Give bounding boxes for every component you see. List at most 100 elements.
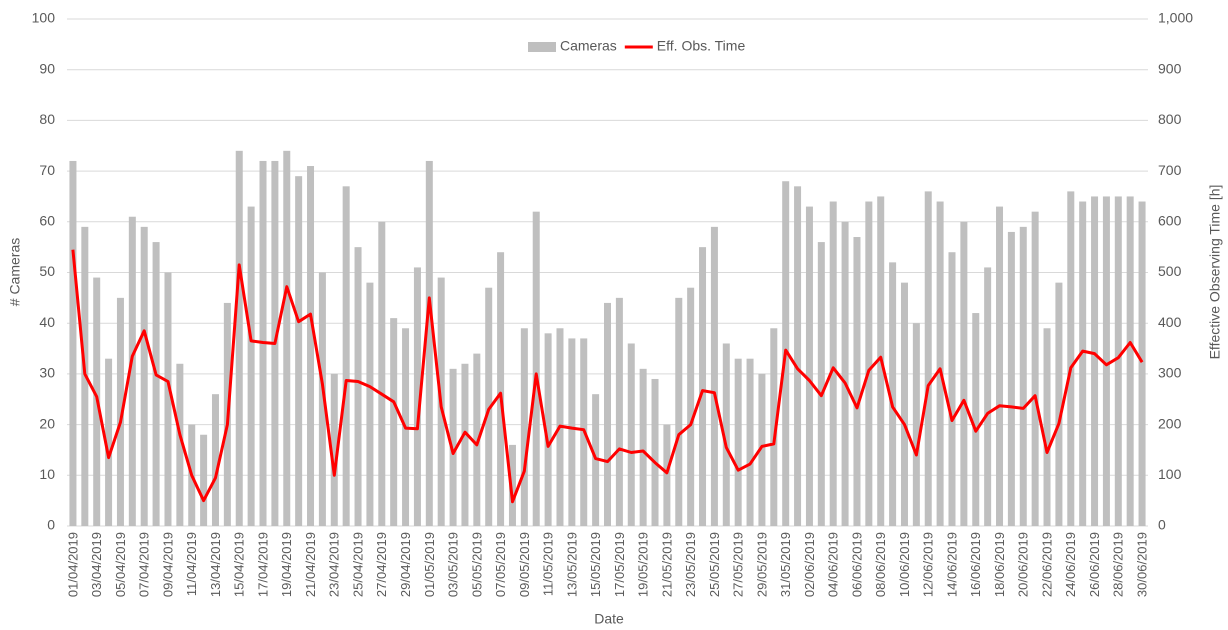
x-axis-title: Date [594,611,624,627]
x-tick-label: 07/04/2019 [137,532,152,597]
bar [651,378,659,526]
bar [413,267,421,526]
bar [1102,196,1110,526]
x-tick-label: 02/06/2019 [802,532,817,597]
bar [152,242,160,526]
bar [900,282,908,526]
bar [853,237,861,526]
bar [544,333,552,526]
x-tick-label: 23/05/2019 [683,532,698,597]
y-tick-label: 70 [39,162,55,178]
x-tick-label: 19/05/2019 [636,532,651,597]
x-tick-label: 05/04/2019 [113,532,128,597]
bar [758,373,766,526]
x-tick-label: 29/04/2019 [398,532,413,597]
y2-tick-label: 0 [1158,517,1166,533]
bar [342,186,350,526]
y2-tick-label: 200 [1158,415,1182,431]
y-tick-label: 40 [39,314,55,330]
bar [520,328,528,526]
x-tick-label: 29/05/2019 [754,532,769,597]
bar [829,201,837,526]
bar [390,318,398,526]
x-tick-label: 17/04/2019 [255,532,270,597]
y-tick-label: 60 [39,213,55,229]
bar [283,150,291,526]
bar [960,221,968,527]
y-tick-label: 50 [39,263,55,279]
x-tick-label: 09/05/2019 [517,532,532,597]
y2-tick-label: 600 [1158,213,1182,229]
x-tick-label: 16/06/2019 [968,532,983,597]
x-tick-label: 05/05/2019 [469,532,484,597]
bar [699,247,707,526]
x-tick-label: 21/04/2019 [303,532,318,597]
y2-tick-label: 700 [1158,162,1182,178]
bar [508,444,516,526]
x-tick-label: 31/05/2019 [778,532,793,597]
x-tick-label: 15/04/2019 [232,532,247,597]
bar [1126,196,1134,526]
y-tick-label: 100 [32,10,56,26]
y-tick-label: 10 [39,466,55,482]
legend-swatch [528,42,556,52]
bar [1091,196,1099,526]
x-tick-label: 27/04/2019 [374,532,389,597]
bar [710,226,718,526]
bar [1031,211,1039,526]
bar [473,353,481,526]
x-tick-label: 13/04/2019 [208,532,223,597]
bar [663,424,671,526]
y-tick-label: 90 [39,60,55,76]
x-tick-label: 27/05/2019 [731,532,746,597]
bar [1079,201,1087,526]
x-tick-label: 26/06/2019 [1087,532,1102,597]
bar [69,160,77,526]
y2-axis-title: Effective Observing Time [h] [1207,185,1223,360]
bar [924,191,932,526]
legend-label: Eff. Obs. Time [657,38,746,54]
bar [675,297,683,526]
bar [164,272,172,526]
x-tick-label: 15/05/2019 [588,532,603,597]
bar [865,201,873,526]
x-tick-label: 20/06/2019 [1016,532,1031,597]
bar [128,216,136,527]
x-tick-label: 12/06/2019 [921,532,936,597]
bar [627,343,635,526]
bar [889,262,897,526]
bar [639,368,647,526]
bar [936,201,944,526]
x-tick-label: 11/05/2019 [541,532,556,596]
bar [235,150,243,526]
bar [140,226,148,526]
y2-tick-label: 100 [1158,466,1182,482]
bar [330,373,338,526]
bar [948,252,956,526]
bar [568,338,576,526]
x-tick-label: 11/04/2019 [184,532,199,596]
bar [722,343,730,526]
bar [1067,191,1075,526]
x-tick-label: 28/06/2019 [1111,532,1126,597]
bar [1055,282,1063,526]
x-tick-label: 07/05/2019 [493,532,508,597]
x-tick-label: 03/04/2019 [89,532,104,597]
bar [972,313,980,526]
x-tick-label: 10/06/2019 [897,532,912,597]
bar [794,186,802,526]
y2-tick-label: 1,000 [1158,10,1193,26]
bar [604,302,611,526]
y-axis-title: # Cameras [7,238,23,306]
y2-tick-label: 900 [1158,60,1182,76]
x-tick-label: 01/05/2019 [422,532,437,597]
y2-tick-label: 300 [1158,365,1182,381]
x-tick-label: 09/04/2019 [160,532,175,597]
bar [354,247,362,526]
bar [805,206,813,526]
bar [984,267,992,526]
bar [532,211,540,526]
bar [425,160,433,526]
x-tick-label: 13/05/2019 [564,532,579,597]
bar [461,363,469,526]
